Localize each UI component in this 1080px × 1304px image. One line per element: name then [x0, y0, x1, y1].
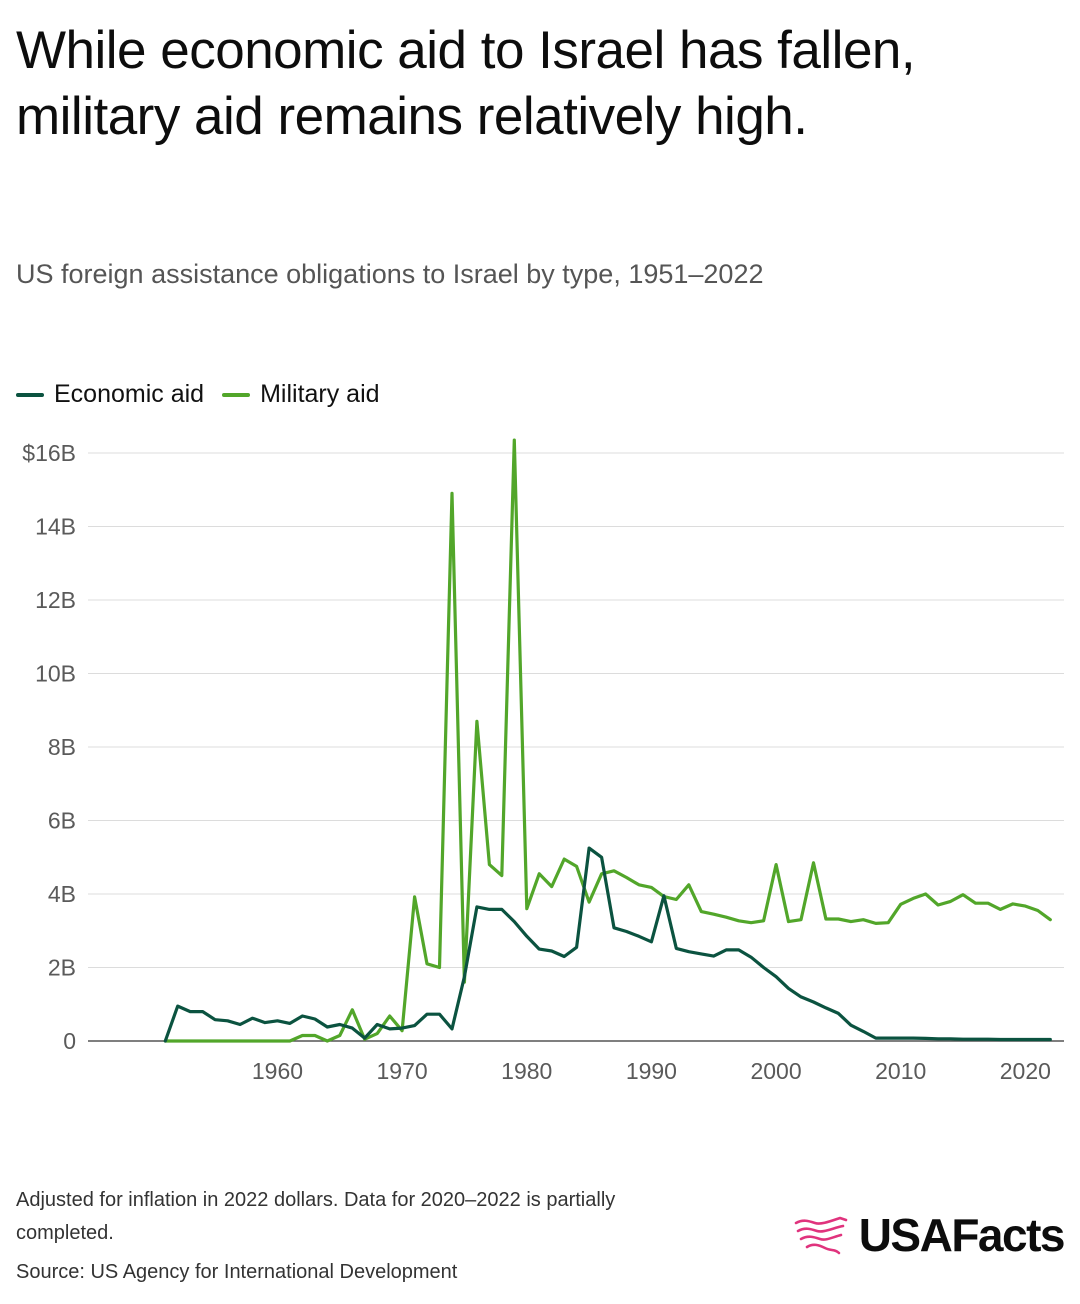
x-tick-label: 1970 [377, 1058, 428, 1084]
legend-label-economic: Economic aid [54, 380, 205, 408]
footnote: Adjusted for inflation in 2022 dollars. … [16, 1189, 616, 1244]
usa-map-icon [794, 1216, 848, 1255]
legend-item-economic: Economic aid [16, 380, 204, 409]
y-tick-label: 2B [48, 955, 76, 981]
legend-swatch-economic [16, 392, 44, 397]
series-lines [163, 438, 1052, 1043]
x-tick-label: 1980 [501, 1058, 552, 1084]
legend-label-military: Military aid [260, 380, 380, 408]
legend-item-military: Military aid [222, 380, 380, 409]
chart-subtitle: US foreign assistance obligations to Isr… [16, 259, 764, 289]
y-tick-label: 4B [48, 881, 76, 907]
y-tick-label: $16B [22, 440, 76, 466]
x-tick-label: 2020 [1000, 1058, 1051, 1084]
x-tick-label: 2010 [875, 1058, 926, 1084]
brand-name: USAFacts [858, 1209, 1066, 1261]
y-tick-label: 14B [35, 514, 76, 540]
y-tick-label: 6B [48, 808, 76, 834]
y-tick-label: 10B [35, 661, 76, 687]
series-line-economic-aid [163, 846, 1052, 1043]
y-tick-label: 12B [35, 587, 76, 613]
x-tick-label: 1990 [626, 1058, 677, 1084]
y-tick-label: 8B [48, 734, 76, 760]
x-axis-tick-labels: 1960 1970 1980 1990 2000 2010 2020 [252, 1058, 1051, 1084]
usafacts-logo: USAFacts [793, 1208, 1066, 1262]
series-line-military-aid [163, 438, 1052, 1043]
x-tick-label: 1960 [252, 1058, 303, 1084]
legend-swatch-military [222, 392, 251, 397]
y-axis-tick-labels: 0 2B 4B 6B 8B 10B 12B 14B $16B [22, 440, 76, 1054]
source-note: Source: US Agency for International Deve… [16, 1261, 458, 1283]
line-chart: 0 2B 4B 6B 8B 10B 12B 14B $16B 1960 1970 1980 1990 2… [22, 438, 1064, 1084]
legend: Economic aid Military aid [16, 380, 380, 409]
chart-title: While economic aid to Israel has fallen,… [16, 21, 916, 146]
gridlines [88, 452, 1064, 1042]
x-tick-label: 2000 [750, 1058, 801, 1084]
y-tick-label: 0 [63, 1028, 76, 1054]
